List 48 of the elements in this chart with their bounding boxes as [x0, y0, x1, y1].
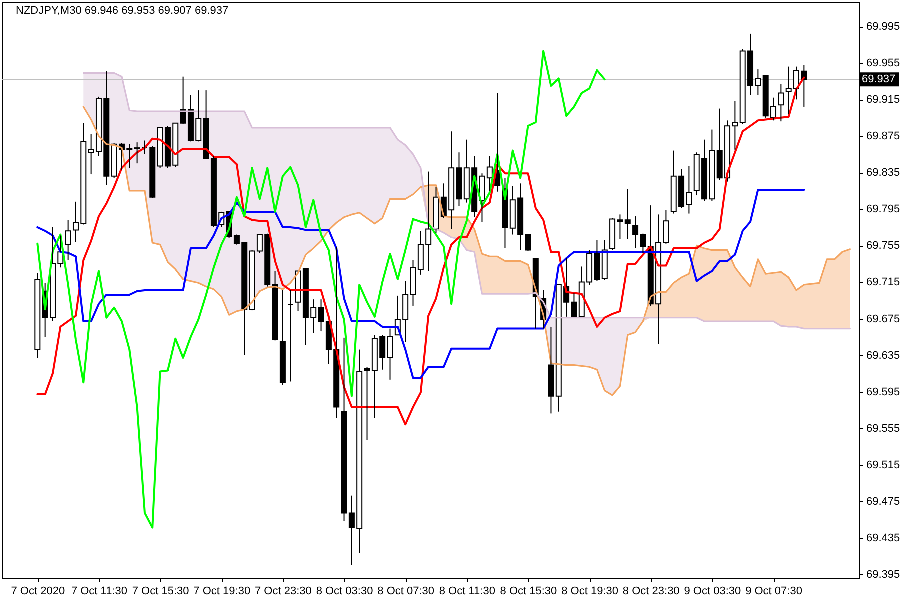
chart-title: NZDJPY,M30 69.946 69.953 69.907 69.937: [16, 5, 229, 17]
y-tick-label: 69.795: [866, 204, 900, 216]
y-tick-label: 69.835: [866, 167, 900, 180]
candlestick: [288, 290, 294, 382]
candlestick: [34, 272, 41, 359]
y-tick-label: 69.515: [866, 459, 900, 472]
x-tick-label: 8 Oct 07:30: [378, 586, 435, 598]
x-tick-label: 8 Oct 03:30: [316, 586, 374, 598]
candlestick: [602, 240, 608, 281]
x-tick-label: 8 Oct 19:30: [562, 586, 618, 598]
x-tick-label: 9 Oct 03:30: [684, 586, 742, 598]
x-tick-label: 7 Oct 11:30: [71, 586, 128, 598]
line-series: [36, 189, 806, 380]
y-tick-label: 69.675: [866, 313, 900, 326]
candlestick: [280, 290, 286, 386]
y-tick-label: 69.875: [866, 130, 900, 143]
candlestick: [624, 188, 631, 240]
ref-line-label: 69.937: [862, 74, 896, 86]
y-tick-label: 69.395: [866, 568, 900, 581]
x-tick-label: 9 Oct 07:30: [746, 586, 802, 598]
candlestick: [778, 84, 784, 122]
candlestick: [134, 142, 140, 164]
candlestick: [272, 270, 278, 342]
y-tick-label: 69.435: [866, 532, 900, 544]
x-tick-label: 7 Oct 23:30: [255, 586, 312, 598]
candlestick: [486, 156, 493, 192]
y-tick-label: 69.955: [866, 58, 900, 70]
y-tick-label: 69.755: [866, 240, 900, 252]
x-tick-label: 7 Oct 19:30: [194, 586, 251, 598]
x-tick-label: 8 Oct 23:30: [622, 586, 680, 598]
candlestick: [548, 326, 554, 414]
candlestick: [150, 146, 156, 199]
x-tick-label: 8 Oct 11:30: [439, 586, 496, 598]
y-tick-label: 69.995: [866, 21, 900, 34]
line-series: [36, 50, 606, 529]
x-tick-label: 7 Oct 15:30: [132, 586, 190, 598]
y-tick-label: 69.475: [866, 496, 900, 508]
candlestick: [433, 186, 440, 234]
candlestick: [142, 140, 148, 155]
y-tick-label: 69.715: [866, 276, 900, 289]
y-tick-label: 69.915: [866, 94, 900, 106]
candlestick: [65, 220, 72, 261]
y-tick-label: 69.635: [866, 350, 900, 362]
candlestick: [387, 328, 394, 380]
y-tick-label: 69.595: [866, 386, 900, 398]
x-tick-label: 8 Oct 15:30: [500, 586, 558, 598]
y-tick-label: 69.555: [866, 422, 900, 435]
x-tick-label: 7 Oct 2020: [11, 586, 66, 598]
